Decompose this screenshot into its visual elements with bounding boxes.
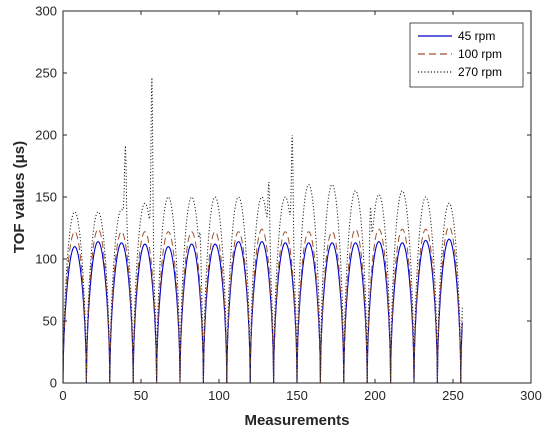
y-tick-label: 300 bbox=[35, 4, 57, 19]
x-tick-label: 0 bbox=[59, 388, 66, 403]
y-tick-label: 0 bbox=[50, 376, 57, 391]
legend: 45 rpm 100 rpm 270 rpm bbox=[409, 22, 524, 88]
series-line-0 bbox=[62, 238, 463, 384]
y-tick-label: 250 bbox=[35, 66, 57, 81]
x-tick-label: 100 bbox=[208, 388, 230, 403]
x-tick-label: 200 bbox=[364, 388, 386, 403]
y-tick-label: 50 bbox=[43, 314, 57, 329]
y-tick-label: 150 bbox=[35, 190, 57, 205]
y-axis-label: TOF values (μs) bbox=[11, 141, 28, 253]
x-axis-label: Measurements bbox=[244, 412, 349, 429]
legend-label: 100 rpm bbox=[458, 47, 502, 61]
legend-label: 45 rpm bbox=[458, 29, 495, 43]
legend-label: 270 rpm bbox=[458, 65, 502, 79]
series-line-1 bbox=[62, 226, 463, 384]
y-tick-label: 200 bbox=[35, 128, 57, 143]
axes: 0 50 100 150 200 250 300 0 50 100 150 200 250 300 bbox=[35, 4, 542, 404]
x-tick-label: 50 bbox=[134, 388, 148, 403]
x-tick-label: 300 bbox=[520, 388, 542, 403]
x-tick-label: 250 bbox=[442, 388, 464, 403]
x-tick-label: 150 bbox=[286, 388, 308, 403]
series-line-2 bbox=[62, 77, 463, 384]
legend-box bbox=[409, 22, 524, 88]
y-tick-label: 100 bbox=[35, 252, 57, 267]
